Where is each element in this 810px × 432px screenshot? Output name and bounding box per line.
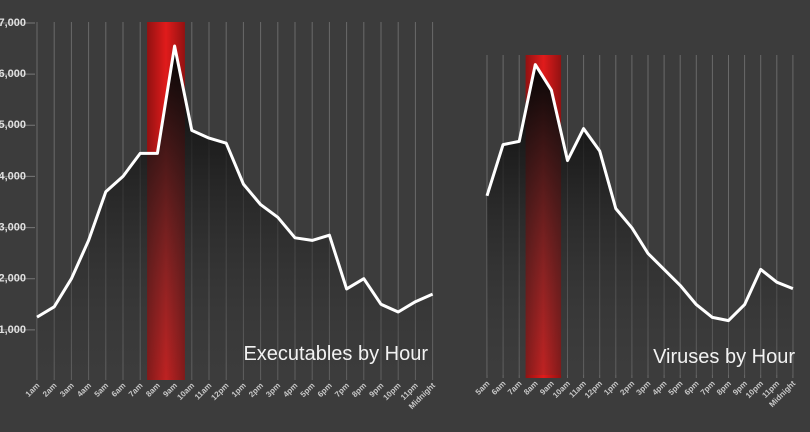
y-tick-label: 5,000 — [0, 119, 26, 131]
y-tick-label: 2,000 — [0, 273, 26, 285]
area — [487, 64, 793, 375]
chart-title: Executables by Hour — [243, 343, 428, 365]
y-tick-label: 7,000 — [0, 17, 26, 29]
line — [485, 63, 794, 323]
area — [37, 46, 433, 381]
y-tick-label: 6,000 — [0, 68, 26, 80]
line — [36, 44, 434, 319]
y-tick-label: 3,000 — [0, 221, 26, 233]
y-tick-label: 1,000 — [0, 324, 26, 336]
y-tick-label: 4,000 — [0, 170, 26, 182]
chart-title: Viruses by Hour — [653, 346, 795, 368]
